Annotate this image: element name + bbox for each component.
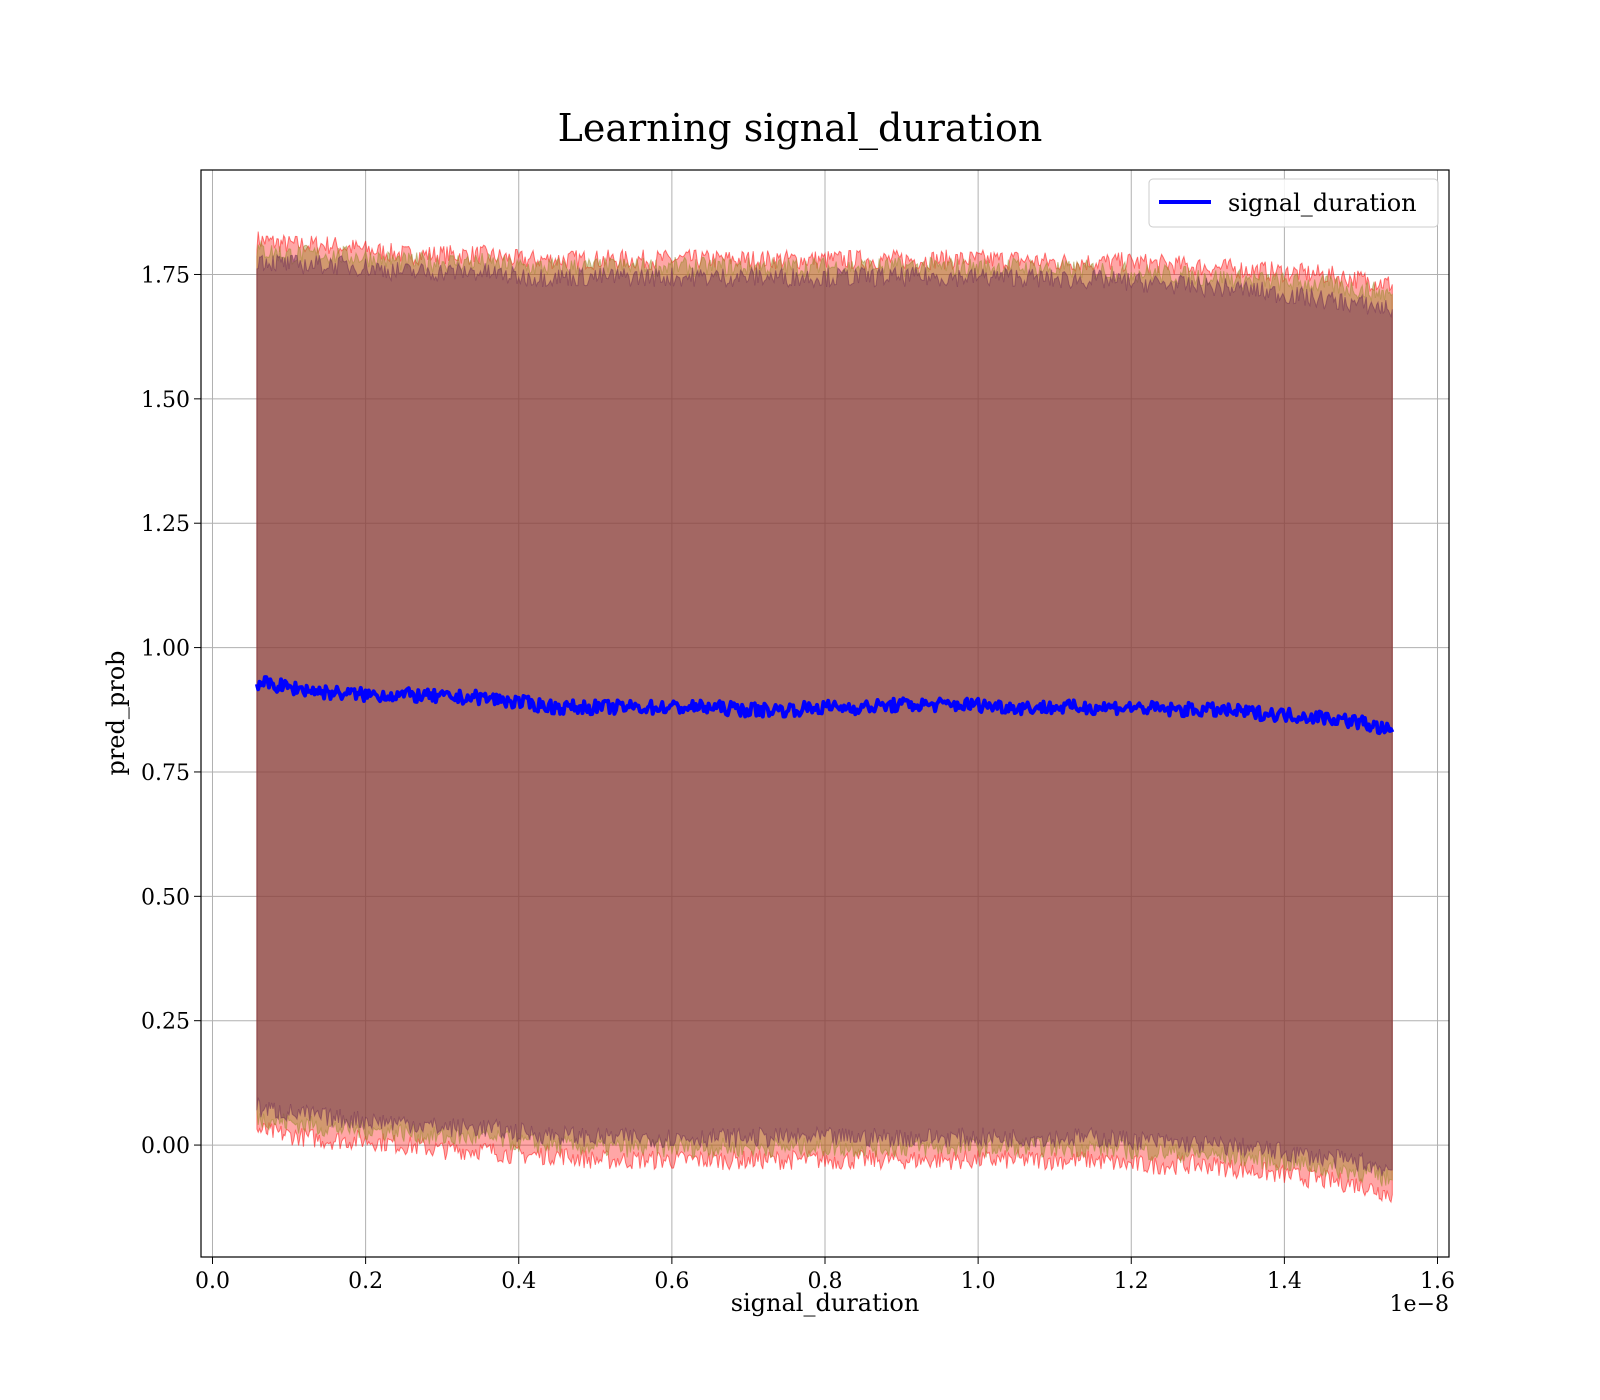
x-tick-label: 1.0	[961, 1269, 996, 1294]
legend-box	[1148, 178, 1439, 228]
legend: signal_duration	[1148, 178, 1439, 228]
confidence-band-3	[256, 253, 1393, 1177]
series-line-signal-duration	[254, 675, 1395, 736]
x-tick-label: 1.2	[1114, 1269, 1149, 1294]
x-tick-label: 1.6	[1420, 1269, 1455, 1294]
chart-title: Learning signal_duration	[558, 106, 1043, 151]
y-axis-ticks: 0.00 0.25 0.50 0.75 1.00 1.25 1.50 1.75	[141, 263, 201, 1159]
y-tick-label: 1.75	[141, 263, 190, 288]
x-tick-label: 0.2	[348, 1269, 383, 1294]
x-tick-label: 0.8	[808, 1269, 843, 1294]
x-tick-label: 0.4	[501, 1269, 536, 1294]
y-tick-label: 1.50	[141, 388, 190, 413]
x-tick-label: 1.4	[1267, 1269, 1302, 1294]
x-tick-label: 0.0	[195, 1269, 230, 1294]
y-tick-label: 1.25	[141, 512, 190, 537]
x-axis-ticks: 0.0 0.2 0.4 0.6 0.8 1.0 1.2 1.4 1.6	[195, 1257, 1455, 1294]
y-tick-label: 1.00	[141, 637, 190, 662]
x-tick-label: 0.6	[654, 1269, 689, 1294]
confidence-band-1	[256, 231, 1393, 1204]
x-axis-label: signal_duration	[731, 1289, 920, 1317]
series-layer	[254, 675, 1395, 736]
confidence-bands	[256, 231, 1393, 1204]
y-tick-label: 0.75	[141, 761, 190, 786]
legend-entry-signal-duration: signal_duration	[1228, 189, 1417, 217]
x-axis-offset-text: 1e−8	[1390, 1292, 1449, 1317]
y-tick-label: 0.25	[141, 1010, 190, 1035]
y-axis-label: pred_prob	[102, 650, 130, 775]
y-tick-label: 0.00	[141, 1134, 190, 1159]
y-tick-label: 0.50	[141, 885, 190, 910]
